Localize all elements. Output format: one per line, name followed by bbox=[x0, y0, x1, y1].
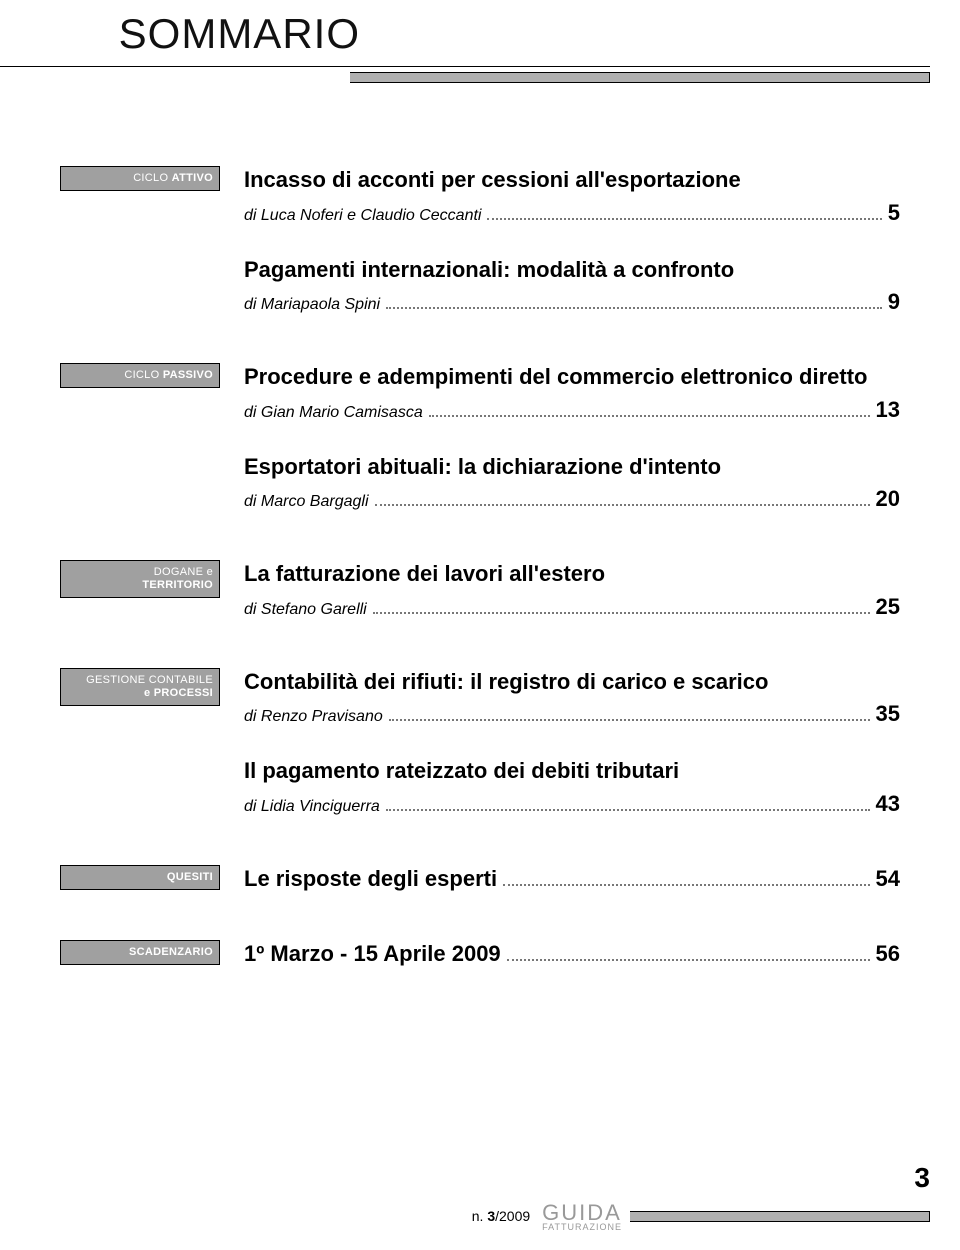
section-label: DOGANE eTERRITORIO bbox=[60, 560, 220, 598]
header-thick-bar bbox=[350, 72, 930, 83]
toc-entry: Contabilità dei rifiuti: il registro di … bbox=[244, 668, 900, 728]
toc-section: SCADENZARIO 1º Marzo - 15 Aprile 2009 56 bbox=[60, 940, 900, 968]
issue-label: n. 3/2009 bbox=[472, 1208, 530, 1224]
page-title: SOMMARIO bbox=[0, 10, 960, 58]
toc-entry: 1º Marzo - 15 Aprile 2009 56 bbox=[244, 940, 900, 968]
footer-page-number: 3 bbox=[0, 1162, 930, 1194]
entry-title: Incasso di acconti per cessioni all'espo… bbox=[244, 166, 900, 194]
entry-page: 35 bbox=[876, 701, 900, 727]
section-label-col: DOGANE eTERRITORIO bbox=[60, 560, 220, 598]
footer-grey-bar bbox=[630, 1211, 930, 1222]
footer-bar-row: n. 3/2009 GUIDA FATTURAZIONE bbox=[0, 1200, 930, 1232]
entry-title: Il pagamento rateizzato dei debiti tribu… bbox=[244, 757, 900, 785]
entry-page: 43 bbox=[876, 791, 900, 817]
entry-author-line: di Gian Mario Camisasca 13 bbox=[244, 397, 900, 423]
entry-author-line: di Mariapaola Spini 9 bbox=[244, 289, 900, 315]
leader-dots bbox=[386, 799, 870, 810]
entry-title: Le risposte degli esperti bbox=[244, 865, 497, 893]
toc-section: GESTIONE CONTABILEe PROCESSI Contabilità … bbox=[60, 668, 900, 817]
toc-entry: Pagamenti internazionali: modalità a con… bbox=[244, 256, 900, 316]
entry-page: 56 bbox=[876, 941, 900, 967]
toc-entry: Il pagamento rateizzato dei debiti tribu… bbox=[244, 757, 900, 817]
leader-dots bbox=[429, 405, 870, 416]
section-label-col: GESTIONE CONTABILEe PROCESSI bbox=[60, 668, 220, 706]
entry-author: di Marco Bargagli bbox=[244, 493, 369, 511]
leader-dots bbox=[375, 495, 870, 506]
entries-col: Le risposte degli esperti 54 bbox=[244, 865, 900, 893]
entry-author: di Gian Mario Camisasca bbox=[244, 404, 423, 422]
entries-col: 1º Marzo - 15 Aprile 2009 56 bbox=[244, 940, 900, 968]
footer: 3 n. 3/2009 GUIDA FATTURAZIONE bbox=[0, 1162, 930, 1232]
toc-entry: Procedure e adempimenti del commercio el… bbox=[244, 363, 900, 423]
section-label: SCADENZARIO bbox=[60, 940, 220, 965]
toc-entry: Incasso di acconti per cessioni all'espo… bbox=[244, 166, 900, 226]
entry-page: 25 bbox=[876, 594, 900, 620]
entry-author-line: di Luca Noferi e Claudio Ceccanti 5 bbox=[244, 200, 900, 226]
section-label-col: SCADENZARIO bbox=[60, 940, 220, 965]
toc-content: CICLO ATTIVO Incasso di acconti per cessi… bbox=[0, 86, 960, 968]
entry-title: Contabilità dei rifiuti: il registro di … bbox=[244, 668, 900, 696]
leader-dots bbox=[389, 710, 870, 721]
toc-entry: Le risposte degli esperti 54 bbox=[244, 865, 900, 893]
toc-section: DOGANE eTERRITORIO La fatturazione dei la… bbox=[60, 560, 900, 620]
entry-author: di Stefano Garelli bbox=[244, 601, 367, 619]
entry-title: 1º Marzo - 15 Aprile 2009 bbox=[244, 940, 501, 968]
section-label: GESTIONE CONTABILEe PROCESSI bbox=[60, 668, 220, 706]
entry-title: Pagamenti internazionali: modalità a con… bbox=[244, 256, 900, 284]
leader-dots bbox=[487, 208, 881, 219]
section-label: QUESITI bbox=[60, 865, 220, 890]
leader-dots bbox=[373, 602, 870, 613]
entries-col: La fatturazione dei lavori all'estero di … bbox=[244, 560, 900, 620]
header: SOMMARIO bbox=[0, 0, 960, 86]
entry-author-line: di Lidia Vinciguerra 43 bbox=[244, 791, 900, 817]
entry-author: di Renzo Pravisano bbox=[244, 708, 383, 726]
brand-logo: GUIDA FATTURAZIONE bbox=[542, 1200, 622, 1232]
entry-title: La fatturazione dei lavori all'estero bbox=[244, 560, 900, 588]
leader-dots bbox=[386, 298, 882, 309]
header-rules bbox=[0, 66, 960, 86]
entries-col: Procedure e adempimenti del commercio el… bbox=[244, 363, 900, 512]
header-thin-line bbox=[0, 66, 930, 67]
section-label-col: CICLO ATTIVO bbox=[60, 166, 220, 191]
section-label: CICLO PASSIVO bbox=[60, 363, 220, 388]
entry-title-line: 1º Marzo - 15 Aprile 2009 56 bbox=[244, 940, 900, 968]
entry-title: Esportatori abituali: la dichiarazione d… bbox=[244, 453, 900, 481]
entry-page: 13 bbox=[876, 397, 900, 423]
entry-page: 5 bbox=[888, 200, 900, 226]
section-label: CICLO ATTIVO bbox=[60, 166, 220, 191]
entries-col: Incasso di acconti per cessioni all'espo… bbox=[244, 166, 900, 315]
entry-page: 54 bbox=[876, 866, 900, 892]
toc-section: CICLO ATTIVO Incasso di acconti per cessi… bbox=[60, 166, 900, 315]
entry-page: 9 bbox=[888, 289, 900, 315]
section-label-col: CICLO PASSIVO bbox=[60, 363, 220, 388]
entry-author: di Luca Noferi e Claudio Ceccanti bbox=[244, 207, 481, 225]
entry-author-line: di Renzo Pravisano 35 bbox=[244, 701, 900, 727]
leader-dots bbox=[507, 950, 870, 961]
brand-small-text: FATTURAZIONE bbox=[542, 1222, 622, 1232]
toc-entry: La fatturazione dei lavori all'estero di … bbox=[244, 560, 900, 620]
entry-page: 20 bbox=[876, 486, 900, 512]
leader-dots bbox=[503, 874, 869, 885]
entry-author-line: di Stefano Garelli 25 bbox=[244, 594, 900, 620]
toc-entry: Esportatori abituali: la dichiarazione d… bbox=[244, 453, 900, 513]
entry-title: Procedure e adempimenti del commercio el… bbox=[244, 363, 900, 391]
entries-col: Contabilità dei rifiuti: il registro di … bbox=[244, 668, 900, 817]
entry-author: di Mariapaola Spini bbox=[244, 296, 380, 314]
toc-section: CICLO PASSIVO Procedure e adempimenti del… bbox=[60, 363, 900, 512]
entry-author: di Lidia Vinciguerra bbox=[244, 798, 380, 816]
section-label-col: QUESITI bbox=[60, 865, 220, 890]
entry-title-line: Le risposte degli esperti 54 bbox=[244, 865, 900, 893]
entry-author-line: di Marco Bargagli 20 bbox=[244, 486, 900, 512]
toc-section: QUESITI Le risposte degli esperti 54 bbox=[60, 865, 900, 893]
